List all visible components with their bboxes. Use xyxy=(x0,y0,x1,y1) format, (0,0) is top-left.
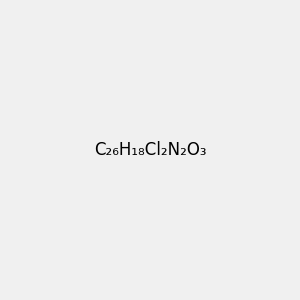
Text: C₂₆H₁₈Cl₂N₂O₃: C₂₆H₁₈Cl₂N₂O₃ xyxy=(94,141,206,159)
